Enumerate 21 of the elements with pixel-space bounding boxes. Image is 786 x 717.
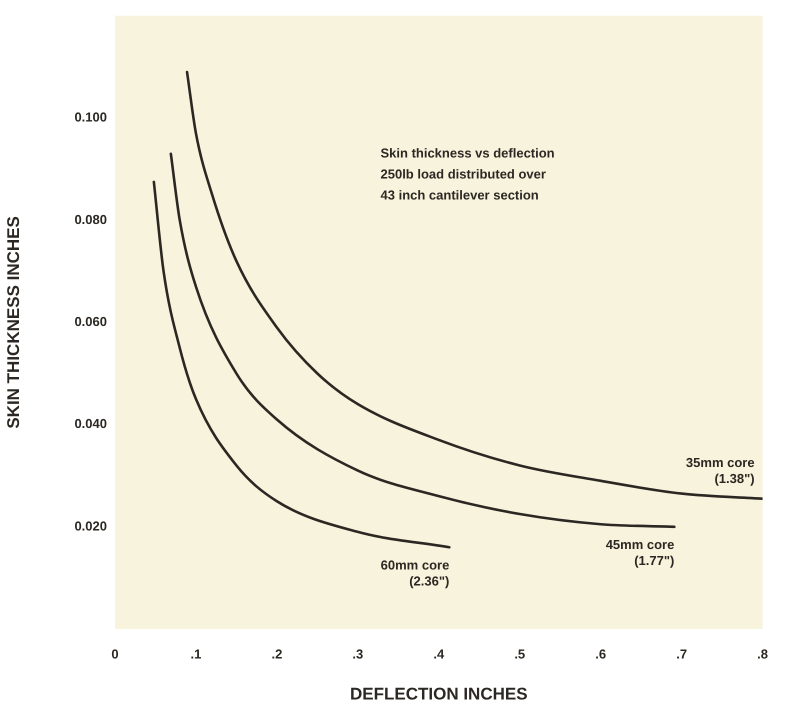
y-tick-label: 0.020 xyxy=(74,518,107,534)
y-tick-label: 0.080 xyxy=(74,212,107,227)
line-series xyxy=(186,70,763,500)
x-tick-label: .7 xyxy=(676,646,688,662)
y-tick-label: 0.040 xyxy=(74,416,107,432)
series-label: 45mm core (1.77") xyxy=(606,536,674,568)
x-tick-label: .2 xyxy=(271,646,282,662)
x-axis-title: DEFLECTION INCHES xyxy=(350,684,528,704)
x-tick-label: .4 xyxy=(433,646,445,662)
x-tick-label: .8 xyxy=(757,646,768,662)
x-tick-label: .5 xyxy=(514,646,526,662)
series-label: 60mm core (2.36") xyxy=(380,557,450,588)
y-tick-label: 0.100 xyxy=(74,110,107,125)
series-label: 35mm core (1.38") xyxy=(686,454,755,486)
annotation: Skin thickness vs deflection 250lb load distributed over 43 inch cantilever section xyxy=(380,146,555,203)
x-tick-label: .6 xyxy=(595,646,606,662)
x-tick-label: 0 xyxy=(111,646,119,662)
y-tick-label: 0.060 xyxy=(74,314,107,329)
x-tick-label: .1 xyxy=(190,646,202,662)
y-axis-title: SKIN THICKNESS INCHES xyxy=(4,216,23,429)
x-tick-label: .3 xyxy=(352,646,364,662)
